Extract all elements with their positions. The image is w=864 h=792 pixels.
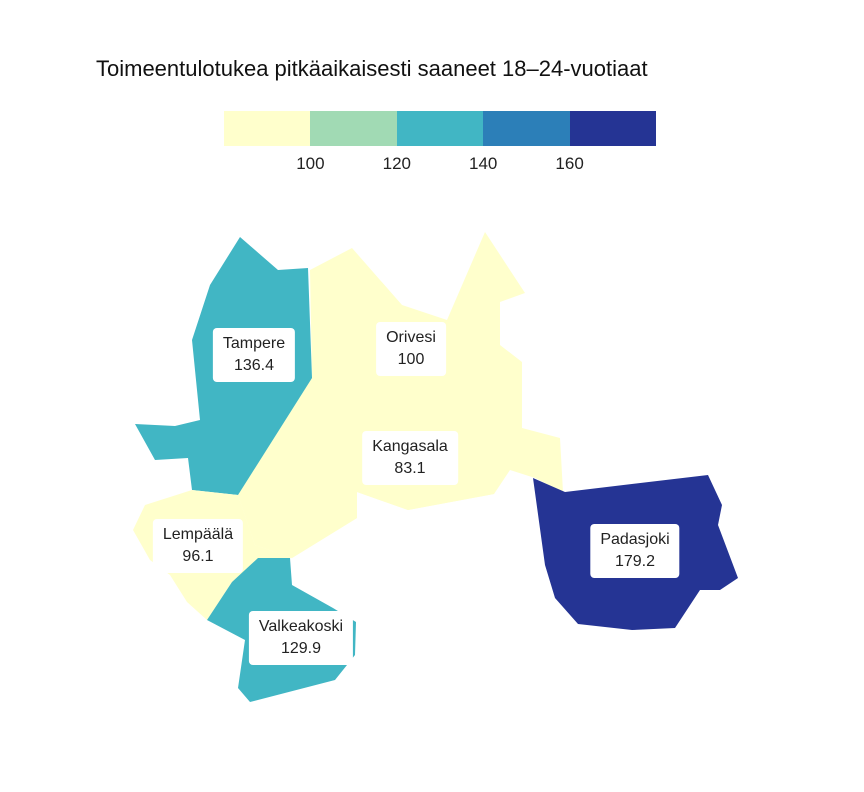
legend-swatch-2 — [310, 111, 397, 146]
legend-tick-label: 120 — [382, 154, 411, 173]
municipality-value: 136.4 — [233, 357, 275, 374]
legend-ticks: 100 120 140 160 — [224, 154, 656, 176]
legend-swatch-5 — [569, 111, 657, 146]
label-lempaala: Lempäälä 96.1 — [152, 519, 244, 573]
label-orivesi: Orivesi 100 — [376, 322, 446, 376]
municipality-value: 179.2 — [614, 553, 656, 570]
label-kangasala: Kangasala 83.1 — [362, 431, 458, 485]
municipality-value: 96.1 — [182, 548, 214, 565]
municipality-name: Kangasala — [372, 438, 448, 455]
legend-tick-label: 140 — [469, 154, 498, 173]
municipality-value: 129.9 — [280, 640, 322, 657]
legend-color-scale — [224, 111, 657, 146]
municipality-name: Valkeakoski — [258, 618, 344, 635]
municipality-name: Orivesi — [386, 329, 436, 346]
municipality-value: 100 — [397, 351, 425, 368]
municipality-name: Padasjoki — [600, 531, 670, 548]
legend-swatch-1 — [224, 111, 311, 146]
legend-swatch-4 — [483, 111, 570, 146]
municipality-name: Lempäälä — [162, 526, 234, 543]
legend-tick-label: 100 — [296, 154, 325, 173]
municipality-name: Tampere — [222, 335, 286, 352]
legend-tick-label: 160 — [555, 154, 584, 173]
map-title: Toimeentulotukea pitkäaikaisesti saaneet… — [96, 56, 648, 81]
label-padasjoki: Padasjoki 179.2 — [590, 524, 680, 578]
municipality-value: 83.1 — [394, 460, 426, 477]
label-valkeakoski: Valkeakoski 129.9 — [248, 611, 354, 665]
legend-swatch-3 — [396, 111, 484, 146]
label-tampere: Tampere 136.4 — [212, 328, 296, 382]
